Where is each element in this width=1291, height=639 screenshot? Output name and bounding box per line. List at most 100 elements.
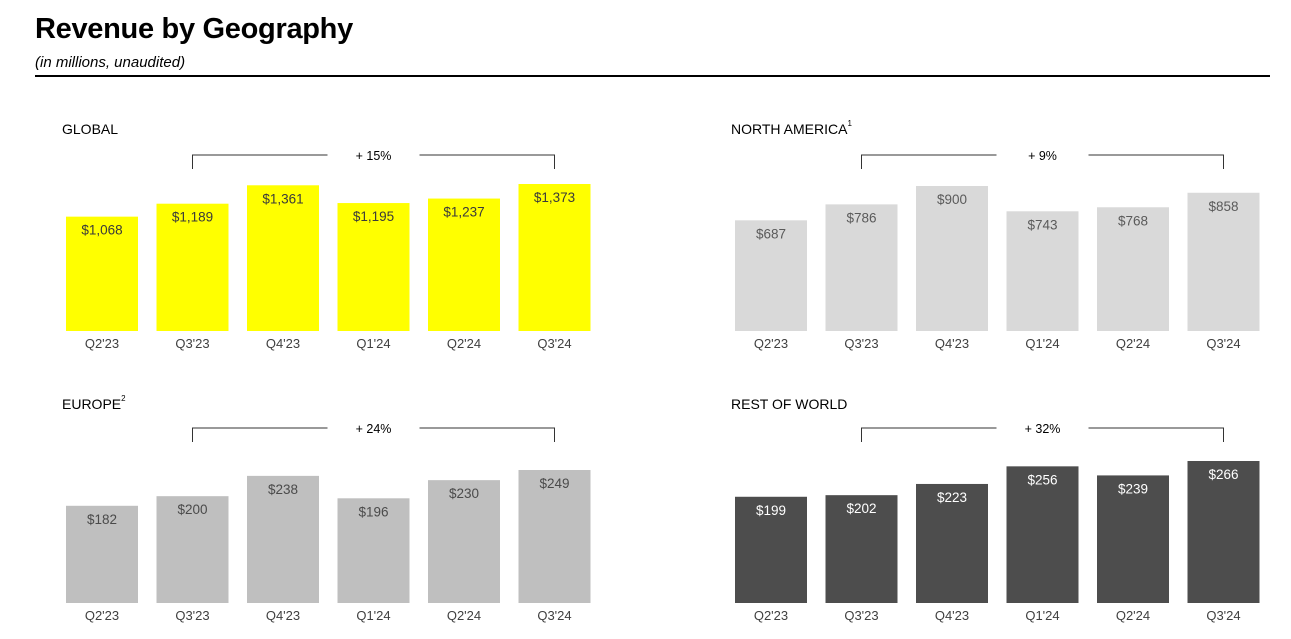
bar bbox=[825, 204, 898, 331]
category-tick-label: Q3'24 bbox=[1206, 336, 1240, 351]
bar bbox=[916, 186, 988, 331]
bar bbox=[1097, 475, 1169, 603]
bar bbox=[247, 475, 319, 603]
data-label: $768 bbox=[1118, 213, 1148, 228]
panel-title-europe: EUROPE2 bbox=[62, 394, 126, 412]
growth-bracket-left bbox=[192, 154, 328, 169]
data-label: $1,195 bbox=[353, 209, 394, 224]
panel-title-footnote: 2 bbox=[121, 394, 126, 404]
category-tick-label: Q3'24 bbox=[1206, 608, 1240, 623]
data-label: $900 bbox=[937, 192, 967, 207]
data-label: $239 bbox=[1118, 481, 1148, 496]
bar bbox=[66, 216, 138, 331]
category-tick-label: Q4'23 bbox=[266, 608, 300, 623]
category-tick-label: Q4'23 bbox=[935, 608, 969, 623]
data-label: $199 bbox=[756, 503, 786, 518]
category-tick-label: Q2'24 bbox=[1116, 608, 1150, 623]
growth-bracket-right bbox=[1088, 154, 1224, 169]
data-label: $223 bbox=[937, 490, 967, 505]
category-tick-label: Q2'23 bbox=[85, 336, 119, 351]
growth-annotation: + 24% bbox=[356, 422, 392, 436]
category-tick-label: Q4'23 bbox=[935, 336, 969, 351]
data-label: $200 bbox=[177, 502, 207, 517]
bar bbox=[735, 496, 807, 603]
data-label: $1,373 bbox=[534, 190, 575, 205]
panel-title-global: GLOBAL bbox=[62, 121, 118, 137]
bar bbox=[247, 185, 319, 331]
category-tick-label: Q2'23 bbox=[754, 336, 788, 351]
panel-title-rest-of-world: REST OF WORLD bbox=[731, 396, 847, 412]
panel-title-text: NORTH AMERICA bbox=[731, 121, 848, 137]
growth-annotation: + 9% bbox=[1028, 149, 1057, 163]
category-tick-label: Q1'24 bbox=[356, 608, 390, 623]
category-tick-label: Q4'23 bbox=[266, 336, 300, 351]
growth-bracket-left bbox=[861, 154, 997, 169]
bar bbox=[1097, 207, 1169, 331]
bar bbox=[428, 198, 500, 331]
category-tick-label: Q1'24 bbox=[1025, 336, 1059, 351]
bar bbox=[825, 495, 898, 603]
panel-title-text: GLOBAL bbox=[62, 121, 119, 137]
growth-bracket-right bbox=[419, 427, 555, 442]
data-label: $238 bbox=[268, 482, 298, 497]
category-tick-label: Q3'24 bbox=[537, 608, 571, 623]
data-label: $196 bbox=[358, 504, 388, 519]
bar bbox=[735, 220, 807, 331]
title-divider bbox=[35, 75, 1270, 77]
data-label: $687 bbox=[756, 226, 786, 241]
bar bbox=[1187, 192, 1260, 331]
data-label: $858 bbox=[1208, 199, 1238, 214]
bar bbox=[156, 496, 229, 603]
category-tick-label: Q3'23 bbox=[844, 608, 878, 623]
growth-annotation: + 32% bbox=[1025, 422, 1061, 436]
page-title: Revenue by Geography bbox=[35, 13, 353, 45]
bar bbox=[916, 483, 988, 603]
page-subtitle: (in millions, unaudited) bbox=[35, 54, 186, 71]
data-label: $1,189 bbox=[172, 210, 213, 225]
bar bbox=[1006, 466, 1079, 603]
panel-title-north-america: NORTH AMERICA1 bbox=[731, 119, 852, 137]
bar bbox=[1006, 211, 1079, 331]
bar bbox=[66, 505, 138, 603]
panel-title-text: EUROPE bbox=[62, 396, 122, 412]
bar bbox=[518, 184, 591, 331]
growth-bracket-right bbox=[419, 154, 555, 169]
panel-title-text: REST OF WORLD bbox=[731, 396, 848, 412]
growth-bracket-left bbox=[861, 427, 997, 442]
bar bbox=[156, 203, 229, 331]
bar bbox=[428, 480, 500, 603]
data-label: $182 bbox=[87, 512, 117, 527]
category-tick-label: Q1'24 bbox=[356, 336, 390, 351]
data-label: $1,361 bbox=[262, 191, 303, 206]
category-tick-label: Q3'23 bbox=[175, 608, 209, 623]
category-tick-label: Q3'23 bbox=[175, 336, 209, 351]
category-tick-label: Q3'24 bbox=[537, 336, 571, 351]
category-tick-label: Q1'24 bbox=[1025, 608, 1059, 623]
bar bbox=[518, 470, 591, 603]
category-tick-label: Q3'23 bbox=[844, 336, 878, 351]
data-label: $266 bbox=[1208, 467, 1238, 482]
data-label: $202 bbox=[846, 501, 876, 516]
panel-title-footnote: 1 bbox=[847, 119, 852, 129]
data-label: $786 bbox=[846, 210, 876, 225]
data-label: $249 bbox=[539, 476, 569, 491]
data-label: $230 bbox=[449, 486, 479, 501]
bar bbox=[337, 498, 410, 603]
growth-bracket-right bbox=[1088, 427, 1224, 442]
category-tick-label: Q2'24 bbox=[447, 608, 481, 623]
growth-annotation: + 15% bbox=[356, 149, 392, 163]
data-label: $1,068 bbox=[81, 223, 122, 238]
data-label: $256 bbox=[1027, 472, 1057, 487]
data-label: $743 bbox=[1027, 217, 1057, 232]
category-tick-label: Q2'24 bbox=[1116, 336, 1150, 351]
bar bbox=[337, 203, 410, 331]
growth-bracket-left bbox=[192, 427, 328, 442]
category-tick-label: Q2'23 bbox=[85, 608, 119, 623]
data-label: $1,237 bbox=[443, 205, 484, 220]
bar bbox=[1187, 461, 1260, 603]
category-tick-label: Q2'23 bbox=[754, 608, 788, 623]
